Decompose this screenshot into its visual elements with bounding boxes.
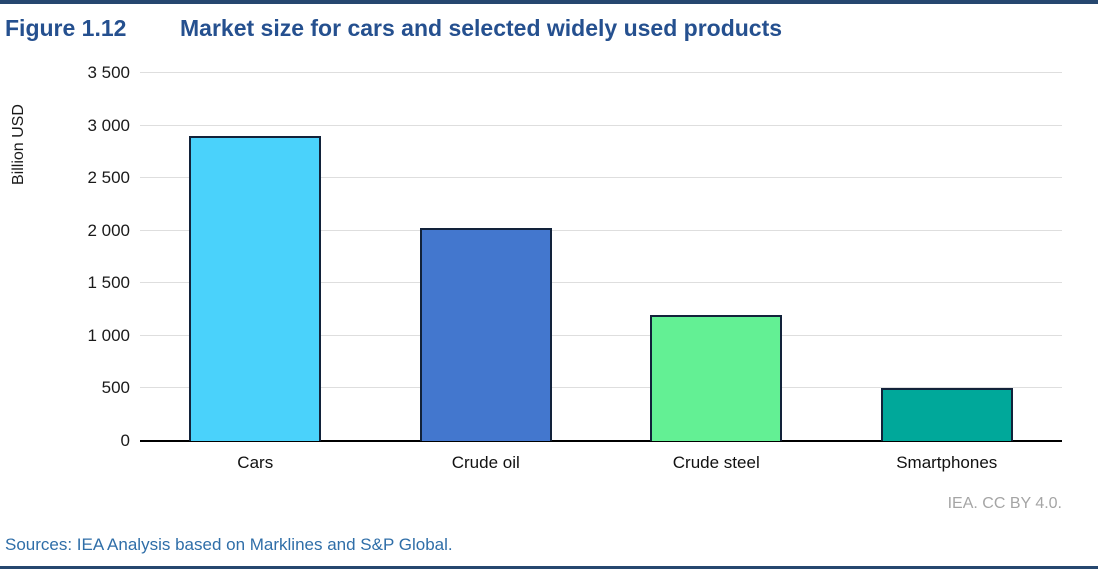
x-category-label: Crude steel [672,453,760,472]
bar-smartphones [880,388,1013,441]
gridline-3000 [140,124,1062,126]
gridline-1000 [140,334,1062,336]
y-tick-label: 3 500 [87,63,130,82]
gridline-2000 [140,229,1062,231]
bottom-rule-divider [0,566,1098,569]
x-axis-category-labels: Cars Crude oil Crude steel Smartphones [140,453,1062,477]
license-attribution: IEA. CC BY 4.0. [947,495,1062,512]
y-tick-label: 2 000 [87,220,130,240]
x-category-label: Crude oil [451,453,520,472]
x-axis-line [140,440,1062,442]
y-tick-label: 2 500 [87,168,130,188]
top-rule-divider [0,0,1098,4]
y-tick-label: 1 500 [87,273,130,293]
y-axis-tick-labels: 0 500 1 000 1 500 2 000 2 500 3 000 3 500 [0,63,130,450]
figure-header: Figure 1.12 Market size for cars and sele… [5,15,1093,42]
gridline-2500 [140,177,1062,179]
bar-chart-plot-area [140,72,1062,442]
y-tick-label: 1 000 [87,325,130,345]
x-category-label: Cars [237,453,274,472]
gridline-3500 [140,72,1062,73]
bar-crude-steel [650,314,783,441]
gridline-500 [140,387,1062,389]
y-tick-label: 0 [120,431,130,450]
sources-note: Sources: IEA Analysis based on Marklines… [5,535,453,554]
bar-crude-oil [419,227,552,441]
gridline-1500 [140,282,1062,284]
y-tick-label: 3 000 [87,115,130,135]
bar-cars [189,136,322,441]
y-tick-label: 500 [101,378,130,398]
figure-number: Figure 1.12 [5,15,127,41]
x-category-label: Smartphones [896,453,998,472]
figure-title: Market size for cars and selected widely… [180,15,783,41]
